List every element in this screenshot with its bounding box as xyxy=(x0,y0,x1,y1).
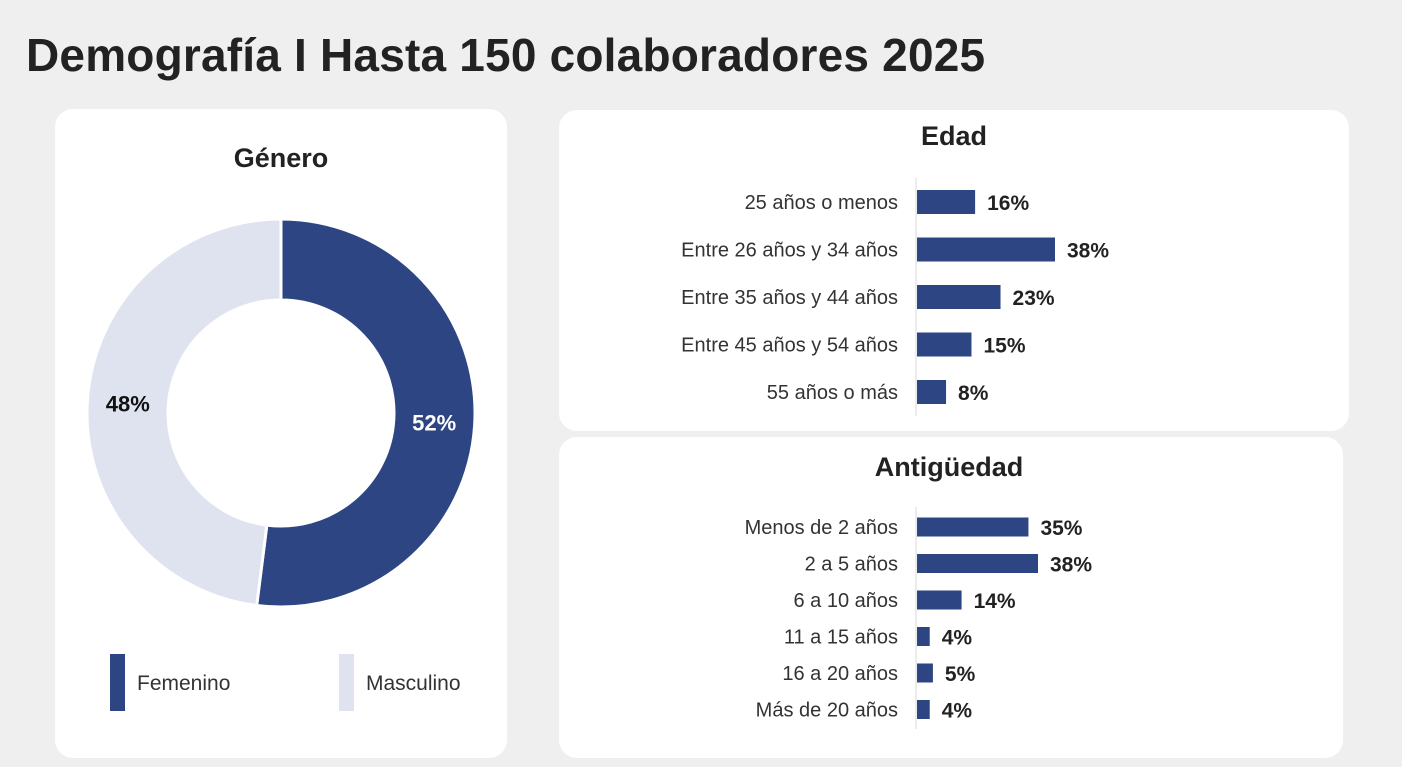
edad-category-label: Entre 35 años y 44 años xyxy=(681,287,898,309)
legend-label-masculino: Masculino xyxy=(366,672,461,695)
age-chart-title: Edad xyxy=(920,121,987,151)
edad-category-label: Entre 26 años y 34 años xyxy=(681,240,898,262)
antiguedad-category-label: Menos de 2 años xyxy=(745,517,898,539)
antiguedad-value-label: 35% xyxy=(1040,517,1082,540)
edad-bar-55-anos-o-mas xyxy=(917,380,947,404)
antiguedad-bar-6-a-10-anos xyxy=(917,590,962,610)
antiguedad-bar-menos-de-2-anos xyxy=(917,517,1029,537)
edad-value-label: 8% xyxy=(958,382,989,405)
antiguedad-value-label: 38% xyxy=(1050,554,1092,577)
legend-swatch-femenino xyxy=(110,654,125,711)
edad-bar-entre-35-anos-y-44-anos xyxy=(917,285,1001,309)
donut-slice-femenino xyxy=(255,217,477,609)
gender-donut-chart: 52% 48% xyxy=(85,217,477,609)
edad-category-label: 55 años o más xyxy=(767,382,898,404)
gender-card: Género 52% 48% Femenino Masculino xyxy=(55,109,507,758)
antiguedad-value-label: 14% xyxy=(974,590,1016,613)
legend-label-femenino: Femenino xyxy=(137,672,231,695)
tenure-chart-title: Antigüedad xyxy=(874,452,1024,482)
legend-swatch-masculino xyxy=(339,654,354,711)
age-card: Edad 25 años o menos 16% Entre 26 años y 3… xyxy=(559,110,1349,431)
antiguedad-category-label: 11 a 15 años xyxy=(784,627,898,649)
antiguedad-value-label: 4% xyxy=(942,700,973,723)
edad-category-label: Entre 45 años y 54 años xyxy=(681,335,898,357)
donut-label-femenino: 52% xyxy=(412,411,456,436)
antiguedad-value-label: 4% xyxy=(942,627,973,650)
edad-bar-entre-26-anos-y-34-anos xyxy=(917,237,1055,262)
antiguedad-bar-16-a-20-anos xyxy=(917,663,933,683)
edad-bar-25-anos-o-menos xyxy=(917,190,976,214)
antiguedad-bar-11-a-15-anos xyxy=(917,627,930,646)
edad-value-label: 16% xyxy=(987,192,1029,215)
antiguedad-value-label: 5% xyxy=(945,663,976,686)
gender-chart-title: Género xyxy=(233,143,329,173)
edad-category-label: 25 años o menos xyxy=(745,192,898,214)
edad-bar-entre-45-anos-y-54-anos xyxy=(917,332,972,357)
donut-slice-masculino xyxy=(85,217,283,608)
edad-value-label: 15% xyxy=(983,335,1025,358)
edad-value-label: 38% xyxy=(1067,240,1109,263)
antiguedad-bar-mas-de-20-anos xyxy=(917,700,930,719)
antiguedad-category-label: Más de 20 años xyxy=(756,700,898,722)
tenure-card: Antigüedad Menos de 2 años 35% 2 a 5 años 3… xyxy=(559,437,1343,758)
antiguedad-bar-2-a-5-anos xyxy=(917,554,1038,573)
donut-label-masculino: 48% xyxy=(106,391,150,416)
antiguedad-category-label: 6 a 10 años xyxy=(793,590,898,612)
antiguedad-category-label: 16 a 20 años xyxy=(782,663,898,685)
edad-value-label: 23% xyxy=(1013,287,1055,310)
antiguedad-category-label: 2 a 5 años xyxy=(805,554,898,576)
page-title: Demografía I Hasta 150 colaboradores 202… xyxy=(26,29,986,81)
tenure-bar-chart: Menos de 2 años 35% 2 a 5 años 38% 6 a 10 añ… xyxy=(745,507,1092,729)
age-bar-chart: 25 años o menos 16% Entre 26 años y 34 año… xyxy=(681,178,1109,416)
